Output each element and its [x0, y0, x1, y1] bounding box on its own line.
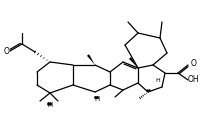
Text: O: O	[3, 47, 9, 55]
Text: H: H	[94, 96, 100, 102]
Text: H: H	[47, 102, 53, 108]
Polygon shape	[129, 57, 138, 68]
Text: H: H	[156, 78, 160, 83]
Polygon shape	[87, 54, 95, 65]
Text: O: O	[191, 59, 197, 68]
Text: OH: OH	[187, 75, 199, 84]
